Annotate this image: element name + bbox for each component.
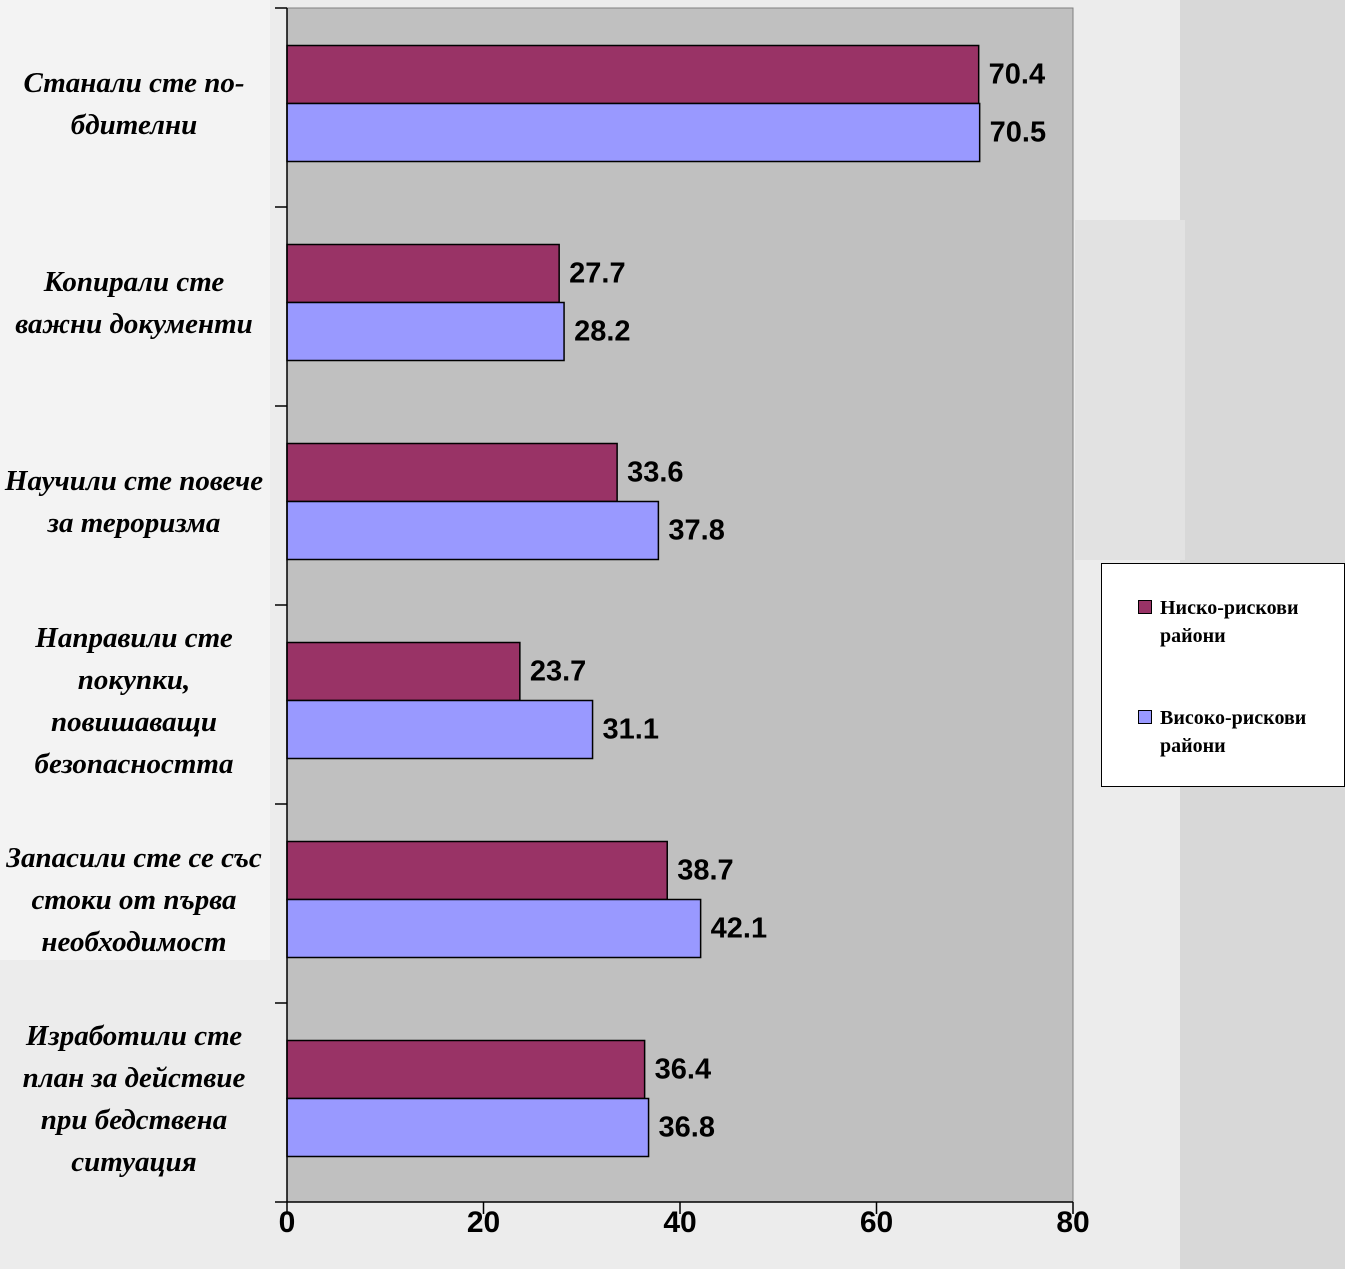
- x-tick-label: 20: [466, 1206, 501, 1239]
- bar-value-label: 38.7: [677, 854, 734, 886]
- legend-swatch-high-risk: [1138, 710, 1152, 724]
- bar-high-risk: [286, 699, 594, 760]
- legend: Ниско-рискови райони Високо-рискови райо…: [1101, 563, 1345, 787]
- x-tick-label: 40: [663, 1206, 697, 1239]
- bar-low-risk: [286, 442, 618, 503]
- bar-high-risk: [286, 102, 981, 163]
- category-label: Станали сте по-бдителни: [23, 66, 245, 141]
- bar-value-label: 36.4: [654, 1053, 712, 1085]
- bar-value-label: 27.7: [569, 257, 626, 289]
- legend-swatch-low-risk: [1138, 600, 1152, 614]
- bar-value-label: 42.1: [710, 912, 768, 944]
- bar-low-risk: [286, 243, 560, 304]
- category-label: Запасили сте се със стоки от първа необх…: [6, 841, 262, 958]
- bar-low-risk: [286, 44, 980, 105]
- x-tick-label: 0: [278, 1206, 296, 1239]
- bar-value-label: 70.4: [988, 58, 1046, 90]
- x-tick-label: 60: [859, 1206, 894, 1239]
- legend-label-high-risk: Високо-рискови райони: [1160, 707, 1307, 757]
- bar-high-risk: [286, 301, 565, 362]
- bar-low-risk: [286, 1039, 646, 1100]
- bar-high-risk: [286, 500, 660, 561]
- background-panel-right-mid: [1075, 220, 1185, 560]
- ticks-layer: [275, 7, 1074, 1214]
- bar-value-label: 31.1: [602, 713, 659, 745]
- bar-value-label: 37.8: [668, 514, 725, 546]
- bar-value-label: 36.8: [658, 1111, 715, 1143]
- category-label: Копирали сте важни документи: [15, 265, 253, 340]
- bar-high-risk: [286, 898, 702, 959]
- bar-value-label: 70.5: [989, 116, 1047, 148]
- bar-value-label: 33.6: [627, 456, 684, 488]
- bar-low-risk: [286, 641, 521, 702]
- bar-value-label: 28.2: [574, 315, 631, 347]
- category-label: Научили сте повече за тероризма: [4, 464, 264, 539]
- background-panel-left: [0, 0, 270, 960]
- bar-high-risk: [286, 1097, 650, 1158]
- bars-layer: [286, 44, 981, 1158]
- category-label: Направили сте покупки, повишаващи безопа…: [34, 621, 234, 780]
- legend-label-low-risk: Ниско-рискови райони: [1160, 597, 1299, 647]
- plot-area: [286, 7, 1074, 1203]
- bar-value-label: 23.7: [529, 655, 587, 687]
- bar-low-risk: [286, 840, 668, 901]
- category-label: Изработили сте план за действие при бедс…: [22, 1019, 246, 1178]
- x-tick-label: 80: [1056, 1206, 1090, 1239]
